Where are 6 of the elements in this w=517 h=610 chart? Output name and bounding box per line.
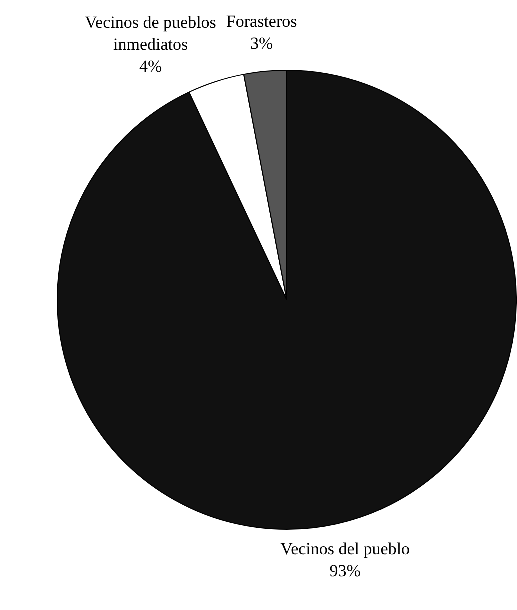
- slice-label: Vecinos de pueblos inmediatos: [85, 13, 216, 54]
- slice-label: Vecinos del pueblo: [280, 540, 410, 559]
- data-label: 4%: [139, 57, 162, 76]
- data-label: 3%: [250, 34, 274, 54]
- slice-label: Forasteros: [226, 12, 298, 32]
- data-label: 93%: [330, 562, 361, 581]
